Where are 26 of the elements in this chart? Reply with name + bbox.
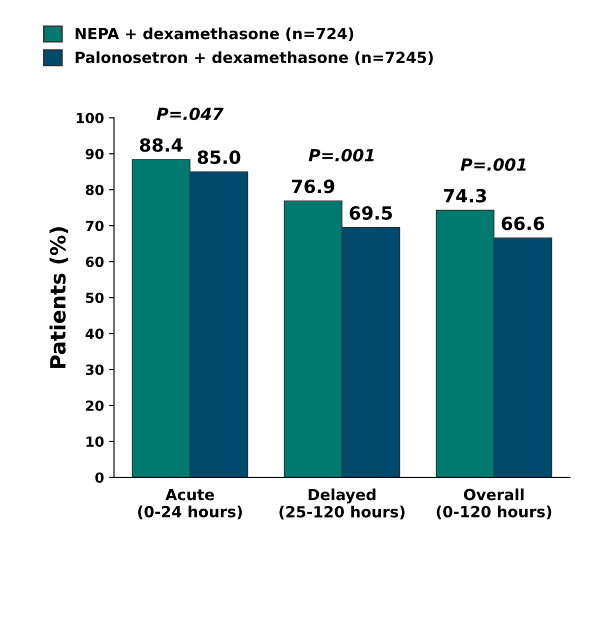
x-tick-label: Overall (0-120 hours): [436, 488, 552, 520]
data-label: 69.5: [350, 206, 392, 220]
y-tick-label: 50: [86, 292, 104, 304]
y-tick-label: 80: [86, 184, 104, 196]
x-tick-label: Delayed (25-120 hours): [279, 488, 405, 520]
y-tick-label: 70: [86, 220, 104, 232]
y-tick-label: 40: [86, 328, 104, 340]
legend-label: NEPA + dexamethasone (n=724): [76, 28, 354, 42]
annotation: P=.001: [308, 148, 374, 162]
y-tick-label: 10: [86, 436, 104, 447]
data-label: 76.9: [292, 180, 334, 194]
y-tick-label: 90: [86, 148, 104, 160]
y-tick-label: 0: [95, 472, 104, 483]
data-label: 88.4: [140, 138, 183, 152]
y-axis-title: Patients (%): [50, 227, 68, 368]
y-tick-label: 30: [86, 364, 104, 375]
data-label: 85.0: [198, 150, 240, 164]
annotation: P=.047: [156, 108, 224, 120]
annotation: P=.001: [460, 158, 526, 171]
data-label: 74.3: [444, 188, 486, 203]
x-tick-label: Acute (0-24 hours): [138, 488, 242, 520]
y-tick-label: 20: [86, 400, 104, 411]
legend-label: Palonosetron + dexamethasone (n=7245): [76, 51, 433, 65]
y-tick-label: 100: [76, 112, 104, 124]
y-tick-label: 60: [86, 256, 104, 268]
data-label: 66.6: [502, 216, 544, 230]
